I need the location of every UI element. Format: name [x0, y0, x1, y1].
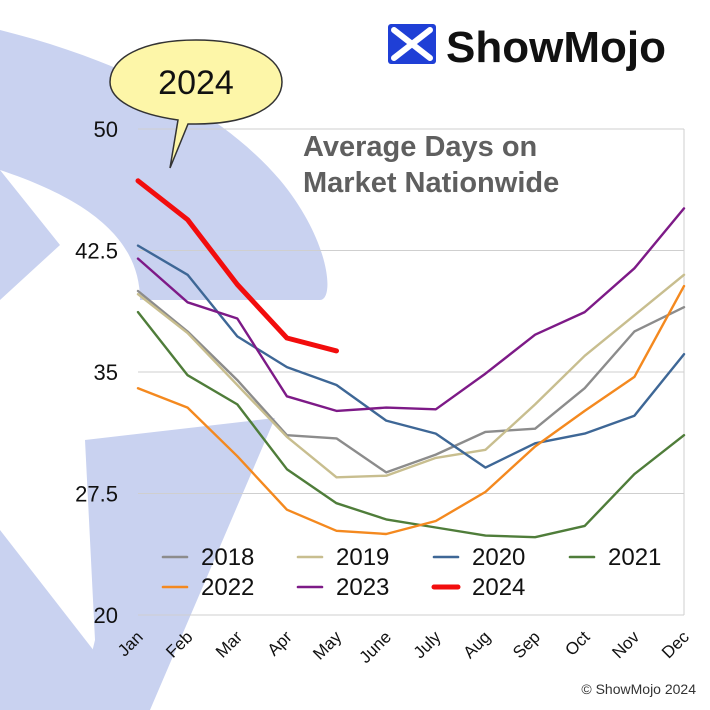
x-tick-label: Dec [658, 627, 693, 662]
decor-corner-shape [0, 530, 140, 710]
decor-band-shape [78, 418, 275, 710]
x-tick-label: July [410, 627, 445, 662]
legend-label-2020: 2020 [472, 544, 525, 571]
series-line-2022 [136, 284, 686, 536]
callout-shape [109, 39, 283, 169]
chart-title-line-1: Average Days on [303, 131, 537, 163]
background-decor [0, 30, 328, 710]
y-tick-label: 20 [94, 603, 118, 628]
x-tick-label: May [309, 627, 345, 663]
legend-label-2022: 2022 [201, 574, 254, 601]
x-tick-label: June [356, 627, 396, 667]
legend-label-2024: 2024 [472, 574, 525, 601]
legend-label-2019: 2019 [336, 544, 389, 571]
legend-label-2021: 2021 [608, 544, 661, 571]
y-tick-label: 27.5 [75, 482, 118, 507]
decor-arc-shape [0, 30, 328, 300]
series-lines [135, 178, 686, 539]
y-tick-label: 42.5 [75, 239, 118, 264]
copyright-text: © ShowMojo 2024 [581, 681, 696, 697]
callout-label: 2024 [158, 64, 234, 102]
chart-title-line-2: Market Nationwide [303, 167, 559, 199]
y-tick-label: 35 [94, 360, 118, 385]
x-tick-label: Sep [509, 627, 544, 662]
y-axis-ticks: 20 27.5 35 42.5 50 [75, 117, 118, 628]
x-tick-label: Oct [561, 627, 593, 659]
series-line-2024 [135, 178, 339, 354]
flag-icon [388, 24, 436, 64]
x-tick-label: Mar [212, 627, 246, 661]
showmojo-logo: ShowMojo [388, 23, 666, 72]
x-tick-label: Apr [264, 627, 296, 659]
callout-bubble: 2024 [109, 39, 283, 169]
decor-slash-shape [0, 170, 60, 300]
brand-name: ShowMojo [446, 23, 666, 72]
legend-label-2023: 2023 [336, 574, 389, 601]
series-line-2021 [136, 310, 686, 539]
legend-label-2018: 2018 [201, 544, 254, 571]
y-tick-label: 50 [94, 117, 118, 142]
x-axis-ticks: Jan Feb Mar Apr May June July Aug Sep Oct Nov Dec [114, 627, 693, 667]
x-tick-label: Nov [608, 627, 643, 662]
legend: 2018 2019 2020 2021 2022 2023 2024 [161, 544, 661, 601]
series-line-2018 [136, 289, 686, 474]
series-line-2023 [136, 207, 686, 413]
x-tick-label: Aug [459, 627, 494, 662]
series-line-2020 [136, 244, 686, 469]
series-line-2019 [136, 273, 686, 479]
